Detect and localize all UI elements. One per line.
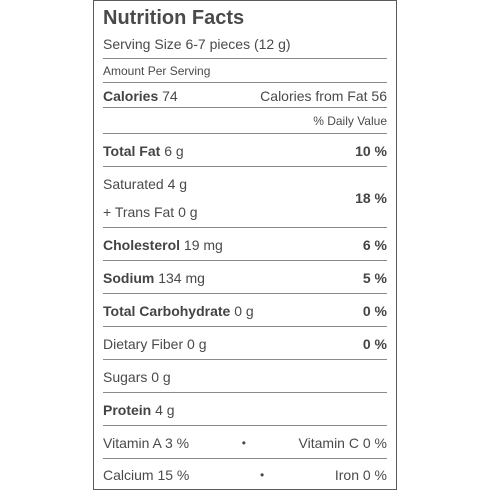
calories-value: 74 [162,87,178,104]
bullet-separator: • [260,468,265,482]
vitamin-row: Vitamin A 3 % • Vitamin C 0 % [103,425,387,459]
calories-from-fat: Calories from Fat 56 [260,87,387,104]
amount-per-serving: Amount Per Serving [103,64,211,78]
fiber: Dietary Fiber 0 g [103,335,207,352]
calcium: Calcium 15 % [103,467,190,483]
protein-label: Protein [103,401,152,418]
carb-value: 0 g [234,302,254,319]
vitamin-c: Vitamin C 0 % [298,434,387,451]
nutrition-facts-label: Nutrition Facts Serving Size 6-7 pieces … [93,0,397,490]
sodium-row: Sodium 134 mg 5 % [103,260,387,294]
label-title: Nutrition Facts [103,7,245,29]
sugars: Sugars 0 g [103,368,171,385]
protein-row: Protein 4 g [103,392,387,426]
cholesterol-row: Cholesterol 19 mg 6 % [103,227,387,261]
cholesterol-label: Cholesterol [103,236,181,253]
carb-label: Total Carbohydrate [103,302,231,319]
daily-value-header-row: % Daily Value [103,107,387,134]
total-fat-pct: 10 % [355,142,387,159]
sodium-pct: 5 % [362,269,387,286]
bullet-separator: • [241,435,246,450]
iron: Iron 0 % [334,467,387,483]
total-fat-value: 6 g [164,142,184,159]
carbohydrate-row: Total Carbohydrate 0 g 0 % [103,293,387,327]
cholesterol-value: 19 mg [183,236,223,253]
trans-fat: + Trans Fat 0 g [103,203,198,220]
cholesterol-pct: 6 % [362,236,387,253]
saturated-fat-row: Saturated 4 g + Trans Fat 0 g 18 % [103,166,387,228]
vitamin-a: Vitamin A 3 % [103,434,190,451]
fiber-pct: 0 % [362,335,387,352]
saturated-fat: Saturated 4 g [103,175,188,192]
serving-size: Serving Size 6-7 pieces (12 g) [103,36,291,52]
protein-value: 4 g [155,401,175,418]
mineral-row: Calcium 15 % • Iron 0 % [103,458,387,491]
sodium-value: 134 mg [158,269,205,286]
total-fat-row: Total Fat 6 g 10 % [103,133,387,167]
sodium-label: Sodium [103,269,155,286]
amount-per-serving-row: Amount Per Serving [103,58,387,83]
carb-pct: 0 % [362,302,387,319]
daily-value-header: % Daily Value [313,114,387,128]
sugars-row: Sugars 0 g [103,359,387,393]
total-fat-label: Total Fat [103,142,161,159]
saturated-pct: 18 % [355,189,387,206]
fiber-row: Dietary Fiber 0 g 0 % [103,326,387,360]
calories-label: Calories [103,87,159,104]
calories-row: Calories 74 Calories from Fat 56 [103,82,387,108]
